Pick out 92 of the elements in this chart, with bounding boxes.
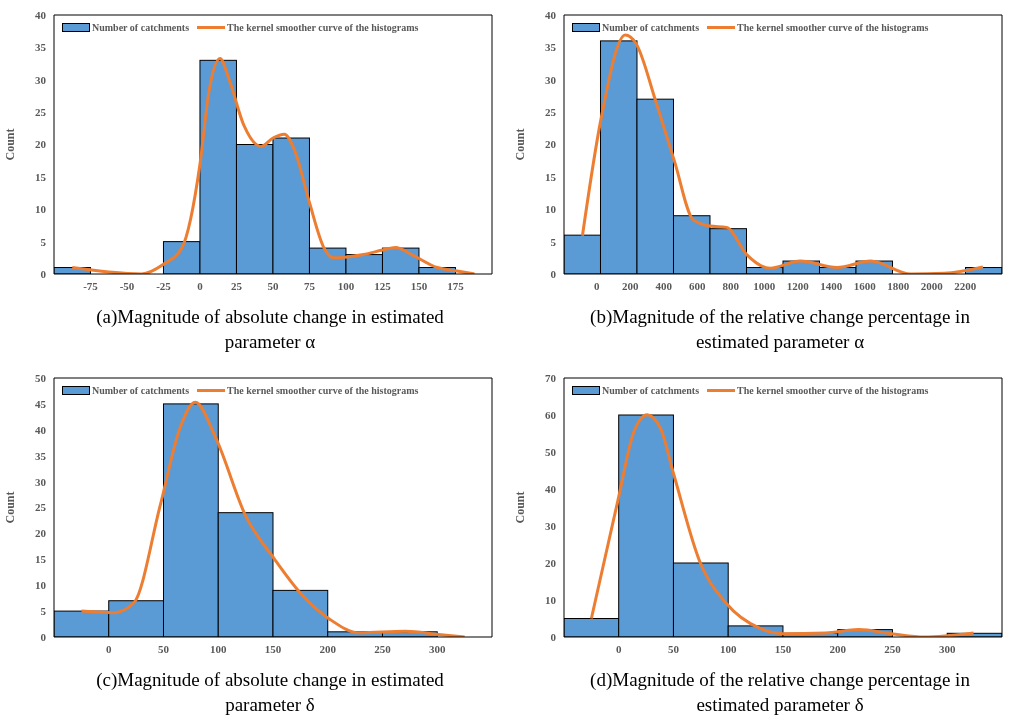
x-tick-label: 1400 xyxy=(820,279,843,292)
y-tick-label: 10 xyxy=(545,203,557,216)
y-tick-label: 35 xyxy=(35,449,47,462)
y-tick-label: 30 xyxy=(35,73,47,86)
y-tick-label: 60 xyxy=(545,408,557,421)
x-tick-label: 600 xyxy=(689,279,707,292)
x-tick-label: 100 xyxy=(720,642,737,655)
y-tick-label: 20 xyxy=(35,526,47,539)
legend-label: The kernel smoother curve of the histograms xyxy=(736,22,929,33)
y-tick-label: 10 xyxy=(35,578,47,591)
y-tick-label: 25 xyxy=(35,500,47,513)
x-tick-label: 200 xyxy=(829,642,847,655)
x-tick-label: 0 xyxy=(616,642,622,655)
y-tick-label: 30 xyxy=(545,519,557,532)
y-tick-label: 15 xyxy=(35,552,47,565)
y-tick-label: 30 xyxy=(35,475,47,488)
legend-label: The kernel smoother curve of the histograms xyxy=(226,22,419,33)
x-tick-label: 50 xyxy=(158,642,170,655)
y-tick-label: 70 xyxy=(545,371,557,384)
x-tick-label: 800 xyxy=(722,279,740,292)
x-tick-label: 25 xyxy=(231,279,243,292)
y-tick-label: 5 xyxy=(40,235,47,248)
text: (c)Magnitude of absolute change in estimated parameter δ xyxy=(95,667,445,717)
y-tick-label: 35 xyxy=(35,41,47,54)
y-tick-label: 10 xyxy=(545,593,557,606)
y-tick-label: 40 xyxy=(545,8,557,21)
legend-label: Number of catchments xyxy=(91,384,190,396)
y-tick-label: 20 xyxy=(545,138,557,151)
y-tick-label: 20 xyxy=(35,138,47,151)
x-tick-label: -50 xyxy=(119,279,135,292)
x-tick-label: 150 xyxy=(264,642,282,655)
x-tick-label: 400 xyxy=(655,279,673,292)
x-tick-label: -75 xyxy=(83,279,99,292)
y-tick-label: 0 xyxy=(550,267,557,280)
x-tick-label: -25 xyxy=(156,279,172,292)
x-tick-label: 1600 xyxy=(853,279,877,292)
y-axis-title: Count xyxy=(513,490,528,524)
y-tick-label: 25 xyxy=(545,106,557,119)
line-series xyxy=(80,400,467,637)
x-tick-label: 1200 xyxy=(786,279,810,292)
y-tick-label: 40 xyxy=(35,423,47,436)
x-tick-label: 0 xyxy=(106,642,112,655)
legend-label: Number of catchments xyxy=(601,384,700,396)
y-tick-label: 0 xyxy=(550,630,557,643)
y-axis-title: Count xyxy=(513,128,528,161)
y-tick-label: 0 xyxy=(40,267,47,280)
text: (a)Magnitude of absolute change in estimated parameter α xyxy=(95,305,445,354)
y-tick-label: 45 xyxy=(35,397,47,410)
y-tick-label: 35 xyxy=(545,41,557,54)
y-tick-label: 50 xyxy=(35,371,47,384)
x-tick-label: 100 xyxy=(210,642,227,655)
line-series xyxy=(589,412,976,637)
x-tick-label: 50 xyxy=(267,279,279,292)
y-tick-label: 0 xyxy=(40,630,47,643)
legend-label: Number of catchments xyxy=(91,22,190,33)
x-tick-label: 2200 xyxy=(954,279,977,292)
y-tick-label: 30 xyxy=(545,73,557,86)
x-tick-label: 75 xyxy=(304,279,316,292)
y-tick-label: 15 xyxy=(545,170,557,183)
x-tick-label: 1000 xyxy=(753,279,776,292)
y-tick-label: 20 xyxy=(545,556,557,569)
x-tick-label: 200 xyxy=(319,642,337,655)
legend-label: The kernel smoother curve of the histograms xyxy=(736,384,929,396)
x-tick-label: 200 xyxy=(622,279,640,292)
text: (d)Magnitude of the relative change percentage in estimated parameter δ xyxy=(589,667,971,717)
y-tick-label: 5 xyxy=(40,604,47,617)
y-tick-label: 50 xyxy=(545,445,557,458)
text: (b)Magnitude of the relative change percentage in estimated parameter α xyxy=(589,305,971,354)
x-tick-label: 175 xyxy=(447,279,465,292)
x-tick-label: 150 xyxy=(774,642,792,655)
y-tick-label: 10 xyxy=(35,203,47,216)
legend-label: Number of catchments xyxy=(601,22,700,33)
x-tick-label: 300 xyxy=(429,642,446,655)
x-tick-label: 50 xyxy=(668,642,680,655)
x-tick-label: 100 xyxy=(337,279,355,292)
y-tick-label: 40 xyxy=(545,482,557,495)
x-tick-label: 2000 xyxy=(920,279,944,292)
x-tick-label: 1800 xyxy=(887,279,910,292)
legend-label: The kernel smoother curve of the histograms xyxy=(226,384,419,396)
x-tick-label: 250 xyxy=(884,642,902,655)
y-axis-title: Count xyxy=(3,128,18,161)
y-axis-title: Count xyxy=(3,490,18,524)
x-tick-label: 125 xyxy=(374,279,392,292)
x-tick-label: 250 xyxy=(374,642,392,655)
y-tick-label: 15 xyxy=(35,170,47,183)
y-tick-label: 25 xyxy=(35,106,47,119)
x-tick-label: 300 xyxy=(939,642,956,655)
x-tick-label: 0 xyxy=(197,279,204,292)
x-tick-label: 150 xyxy=(410,279,428,292)
y-tick-label: 40 xyxy=(35,8,47,21)
y-tick-label: 5 xyxy=(550,235,557,248)
x-tick-label: 0 xyxy=(594,279,601,292)
